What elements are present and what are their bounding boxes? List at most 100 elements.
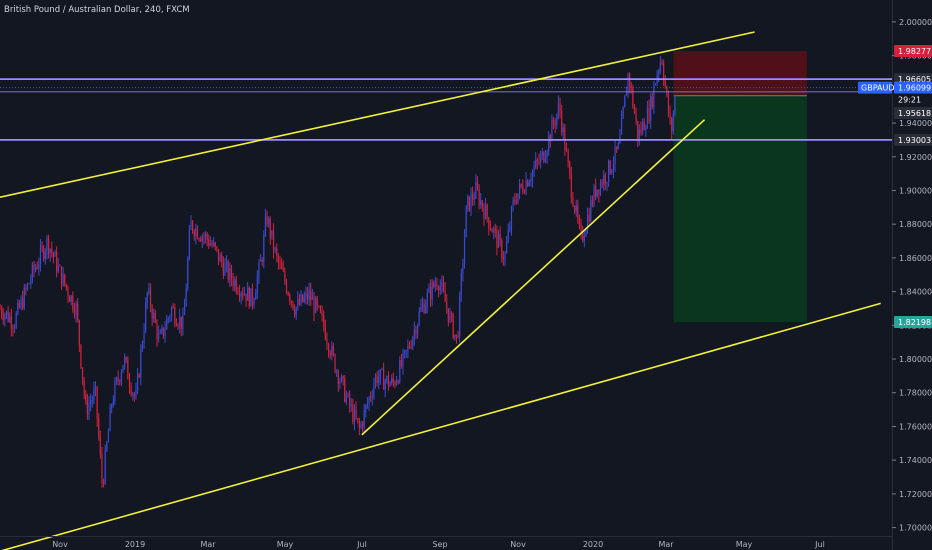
- x-tick-label: May: [736, 540, 753, 549]
- candle-body: [78, 320, 80, 345]
- candle-body: [331, 345, 333, 356]
- candle-body: [282, 268, 284, 272]
- symbol-tag-text: GBPAUD: [861, 84, 895, 93]
- candle-body: [315, 298, 317, 313]
- candle-body: [303, 297, 305, 302]
- candle-body: [216, 246, 218, 249]
- candle-body: [522, 186, 524, 193]
- candle-body: [221, 255, 223, 263]
- candle-body: [455, 334, 458, 337]
- candle-body: [394, 382, 396, 386]
- candle-body: [295, 307, 297, 316]
- candle-body: [229, 267, 231, 280]
- candle-body: [481, 200, 483, 209]
- candle-body: [399, 360, 401, 383]
- candle-body: [473, 198, 475, 200]
- candle-body: [645, 128, 647, 131]
- candle-body: [0, 308, 1, 310]
- candle-body: [90, 401, 92, 404]
- candle-body: [292, 301, 294, 310]
- y-tick-label: 1.80000: [899, 355, 932, 364]
- price-label-text: 1.98277: [898, 47, 931, 56]
- candle-body: [488, 217, 490, 229]
- candle-body: [162, 327, 165, 337]
- candle-body: [497, 233, 500, 248]
- candle-body: [384, 381, 386, 390]
- candle-body: [94, 386, 97, 390]
- candle-body: [603, 175, 605, 186]
- candle-body: [269, 219, 271, 238]
- candle-body: [400, 360, 403, 367]
- candle-body: [263, 234, 265, 262]
- candle-body: [426, 292, 428, 306]
- candle-body: [478, 188, 480, 205]
- candle-body: [73, 309, 76, 315]
- candle-body: [561, 111, 563, 133]
- candle-body: [658, 70, 660, 75]
- candle-body: [232, 279, 234, 287]
- candle-body: [117, 377, 119, 381]
- candle-body: [404, 350, 406, 353]
- candle-body: [493, 228, 495, 233]
- candle-body: [4, 314, 6, 321]
- candle-body: [389, 383, 391, 387]
- candle-body: [413, 329, 415, 338]
- candle-body: [64, 274, 66, 285]
- candle-body: [408, 345, 411, 348]
- candle-body: [530, 179, 532, 183]
- candle-body: [62, 274, 64, 286]
- candle-body: [441, 282, 443, 287]
- candle-body: [143, 330, 145, 344]
- x-tick-label: 2020: [583, 540, 603, 549]
- candle-body: [289, 294, 291, 301]
- candle-body: [114, 382, 116, 402]
- candle-body: [332, 345, 335, 355]
- candle-body: [264, 216, 267, 235]
- y-tick-label: 1.72000: [899, 490, 932, 499]
- candle-body: [365, 405, 367, 411]
- candle-body: [460, 273, 462, 295]
- candle-body: [200, 239, 202, 242]
- candle-body: [172, 307, 174, 309]
- candle-body: [30, 279, 32, 284]
- candle-body: [378, 377, 380, 384]
- candle-body: [56, 252, 58, 272]
- candle-body: [366, 403, 369, 406]
- candle-body: [373, 384, 375, 397]
- candle-body: [169, 316, 171, 318]
- candle-body: [81, 367, 84, 381]
- y-tick-label: 1.86000: [899, 254, 932, 263]
- candle-body: [15, 313, 17, 328]
- candle-body: [415, 329, 417, 335]
- candle-body: [607, 160, 610, 183]
- candle-body: [431, 282, 433, 300]
- x-tick-label: Jul: [356, 540, 367, 549]
- candle-body: [219, 255, 221, 262]
- candle-body: [575, 205, 577, 212]
- candle-body: [599, 182, 602, 195]
- candle-body: [583, 236, 585, 241]
- candle-body: [43, 247, 45, 259]
- candle-body: [562, 127, 564, 133]
- candle-body: [590, 200, 592, 222]
- candle-body: [28, 283, 30, 285]
- y-tick-label: 1.88000: [899, 220, 932, 229]
- candle-body: [277, 255, 279, 263]
- candle-body: [376, 375, 378, 384]
- candle-body: [518, 183, 521, 194]
- candle-body: [472, 193, 474, 200]
- candle-body: [72, 295, 74, 310]
- candle-body: [70, 295, 72, 302]
- time-axis[interactable]: Nov 2019 Mar May Jul Sep Nov 2020 Mar May Jul: [0, 536, 892, 550]
- candle-body: [174, 307, 176, 324]
- candle-body: [253, 299, 255, 305]
- candle-body: [588, 214, 590, 222]
- candle-body: [381, 369, 383, 371]
- candle-body: [68, 296, 71, 302]
- candle-body: [324, 325, 326, 340]
- candle-body: [326, 339, 328, 345]
- candle-body: [336, 371, 338, 372]
- candle-body: [342, 375, 344, 379]
